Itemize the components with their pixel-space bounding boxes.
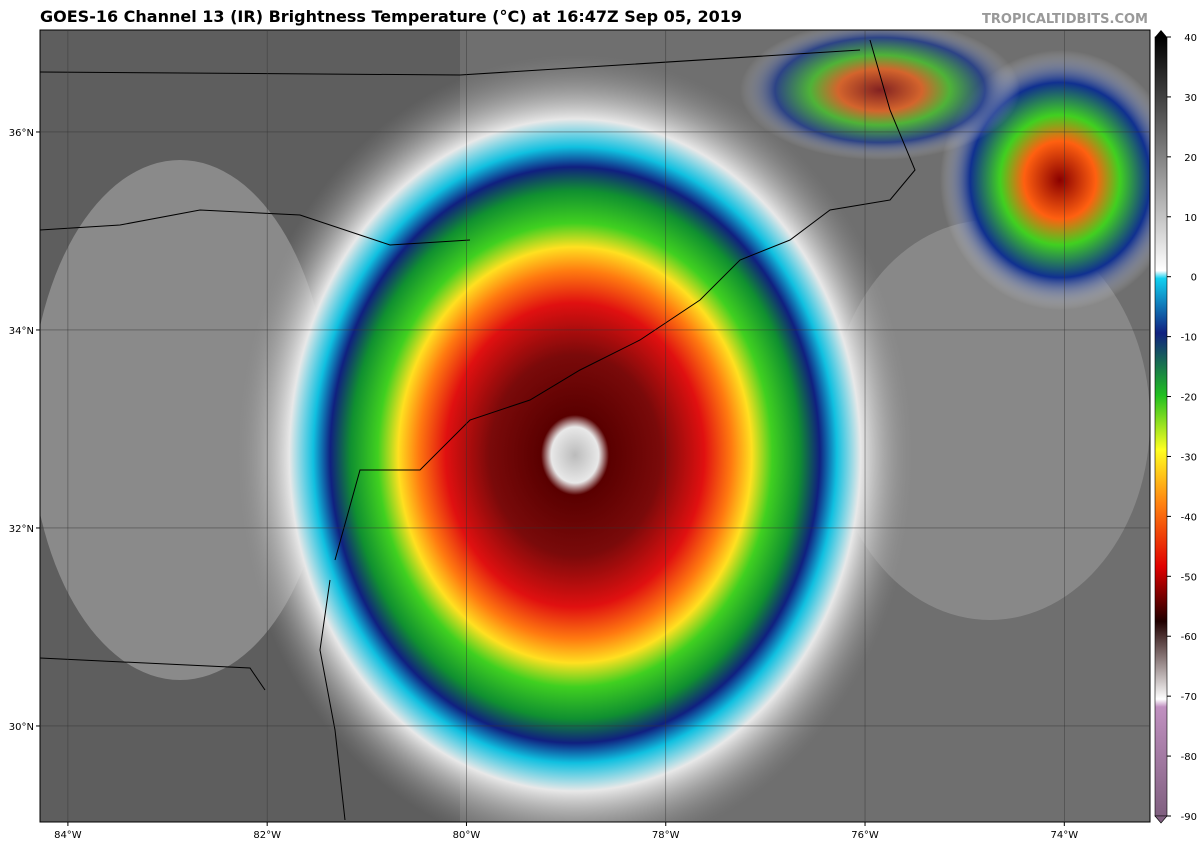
lat-label: 32°N [9,524,34,535]
colorbar-label: -80 [1181,752,1197,763]
colorbar-label: 40 [1184,33,1197,44]
lon-label: 84°W [54,830,82,841]
lon-label: 78°W [652,830,680,841]
colorbar [1154,36,1168,817]
lat-label: 36°N [9,128,34,139]
lat-label: 34°N [9,326,34,337]
plot-frame [39,29,1151,823]
colorbar-label: -60 [1181,632,1197,643]
colorbar-extend-top [1155,30,1167,37]
lat-label: 30°N [9,722,34,733]
colorbar-label: -20 [1181,393,1197,404]
colorbar-label: 10 [1184,213,1197,224]
colorbar-label: 20 [1184,153,1197,164]
colorbar-label: -90 [1181,812,1197,823]
colorbar-label: 0 [1191,273,1197,284]
colorbar-label: 30 [1184,93,1197,104]
lon-label: 82°W [253,830,281,841]
colorbar-extend-bottom [1154,815,1168,824]
colorbar-label: -10 [1181,333,1197,344]
lon-label: 76°W [851,830,879,841]
lon-label: 80°W [453,830,481,841]
watermark: TROPICALTIDBITS.COM [982,12,1148,27]
title: GOES-16 Channel 13 (IR) Brightness Tempe… [40,7,742,26]
colorbar-label: -40 [1181,512,1197,523]
colorbar-label: -30 [1181,452,1197,463]
lon-label: 74°W [1050,830,1078,841]
colorbar-label: -50 [1181,572,1197,583]
colorbar-label: -70 [1181,692,1197,703]
satellite-image [40,30,1150,822]
